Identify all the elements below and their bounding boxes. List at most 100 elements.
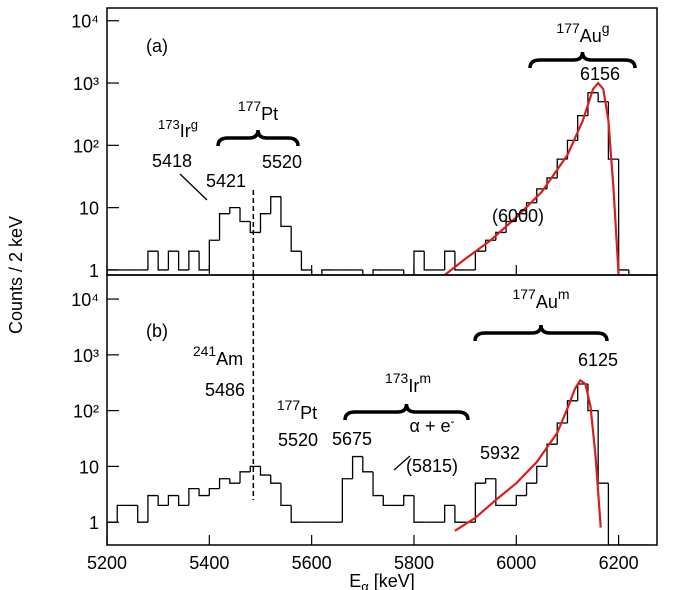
histogram-bin (341, 478, 353, 523)
histogram-bin (270, 475, 281, 484)
histogram-bin (617, 159, 629, 271)
histogram-bin (249, 465, 261, 472)
annotation-part: 5675 (332, 429, 372, 449)
x-axis-title-part: E (349, 571, 361, 590)
histogram-bin (413, 495, 425, 523)
y-tick-label: 10³ (73, 346, 99, 366)
brace (473, 324, 609, 342)
histogram-bin (382, 495, 394, 507)
leader-line (393, 455, 411, 471)
annotation-part: g (191, 117, 198, 132)
annotation: 5421 (206, 171, 246, 191)
annotation-part: Au (580, 26, 602, 46)
annotation-part: 177 (277, 397, 301, 413)
annotation-part: 241 (193, 343, 217, 359)
histogram-bin (444, 250, 455, 270)
annotation-part: m (419, 370, 431, 386)
histogram-bin (280, 483, 292, 507)
annotation: 6125 (578, 350, 618, 370)
histogram-bin (454, 251, 466, 271)
annotation-part: 5520 (262, 152, 302, 172)
histogram-bin (290, 505, 302, 523)
histogram-bin (147, 250, 159, 270)
x-tick-label: 6200 (599, 553, 639, 573)
histogram-bin (177, 251, 189, 271)
annotation-part: 5520 (278, 430, 318, 450)
annotation-part: m (558, 286, 570, 302)
histogram-bin (259, 466, 271, 476)
annotation: 177Pt (277, 397, 317, 423)
panel: 1 10 10² 10³ 10⁴ 5200 5400 5600 5800 6000 6200 (b) 1… (71, 274, 658, 573)
annotation-part: Ir (180, 121, 191, 141)
histogram-bin (546, 443, 558, 467)
annotation-part: Pt (300, 403, 317, 423)
y-tick-label: 10⁴ (71, 12, 99, 32)
annotation: 177Aug (556, 20, 609, 46)
histogram-bin (270, 196, 281, 214)
histogram-bin (454, 505, 466, 523)
histogram-bin (239, 471, 251, 484)
x-axis-title: Eα [keV] (349, 571, 415, 590)
annotation: 173Irm (385, 370, 431, 396)
annotation: 173Irg (158, 117, 198, 141)
histogram-bin (259, 213, 271, 233)
annotation-part: 6125 (578, 350, 618, 370)
x-tick-label: 5800 (394, 553, 434, 573)
annotation: 5520 (278, 430, 318, 450)
annotation-part: 5421 (206, 171, 246, 191)
histogram-bin (137, 505, 148, 523)
y-tick-label: 1 (89, 261, 99, 281)
histogram-bin (525, 482, 537, 496)
annotation: 241Am (193, 343, 243, 369)
histogram-bin (515, 213, 527, 222)
histogram-bin (218, 213, 230, 241)
histogram-bin (525, 202, 537, 214)
histogram-bin (597, 410, 609, 484)
annotation: (5815) (406, 456, 458, 476)
histogram-bin (321, 269, 333, 275)
annotation-part: 177 (512, 286, 536, 302)
histogram-bin (566, 400, 578, 424)
histogram-bin (628, 269, 640, 275)
y-tick-label: 10 (79, 199, 99, 219)
histogram-bin (300, 251, 312, 271)
x-axis-title-part: α (361, 579, 369, 590)
annotation-part: 6156 (580, 64, 620, 84)
histogram-bin (495, 231, 507, 241)
annotation-part: Au (536, 292, 558, 312)
y-axis-title: Counts / 2 keV (6, 216, 26, 334)
annotation: 177Pt (238, 98, 278, 124)
histogram-bin (484, 478, 496, 484)
annotation-part: Am (216, 349, 243, 369)
y-tick-label: 10³ (73, 74, 99, 94)
annotation-part: 173 (158, 117, 180, 132)
histogram-bin (423, 251, 435, 271)
histogram-bin (198, 488, 210, 497)
annotation-part: 5486 (205, 380, 245, 400)
histogram-bin (188, 487, 200, 506)
brace (528, 51, 637, 69)
histogram-bin (157, 495, 169, 507)
histogram-bin (372, 471, 384, 497)
histogram-bin (351, 455, 363, 479)
histogram-bin (311, 269, 322, 275)
annotation: 5418 (152, 151, 192, 171)
histogram-bin (484, 239, 496, 252)
x-axis-title-part: [keV] (369, 571, 415, 590)
histogram-bin (107, 269, 118, 275)
histogram-bin (249, 221, 261, 234)
histogram-bin (208, 239, 220, 270)
histogram-bin (239, 207, 251, 223)
histogram-bin (280, 196, 292, 228)
annotation-part: 5418 (152, 151, 192, 171)
plot-frame (106, 274, 658, 546)
annotation-part: 5932 (480, 443, 520, 463)
annotation-part: (a) (146, 36, 168, 56)
annotation: 6156 (580, 64, 620, 84)
histogram-bin (444, 504, 455, 523)
brace (343, 403, 470, 421)
y-tick-label: 10² (73, 402, 99, 422)
annotation: 177Aum (512, 286, 569, 312)
annotation-part: α + e (410, 416, 451, 436)
